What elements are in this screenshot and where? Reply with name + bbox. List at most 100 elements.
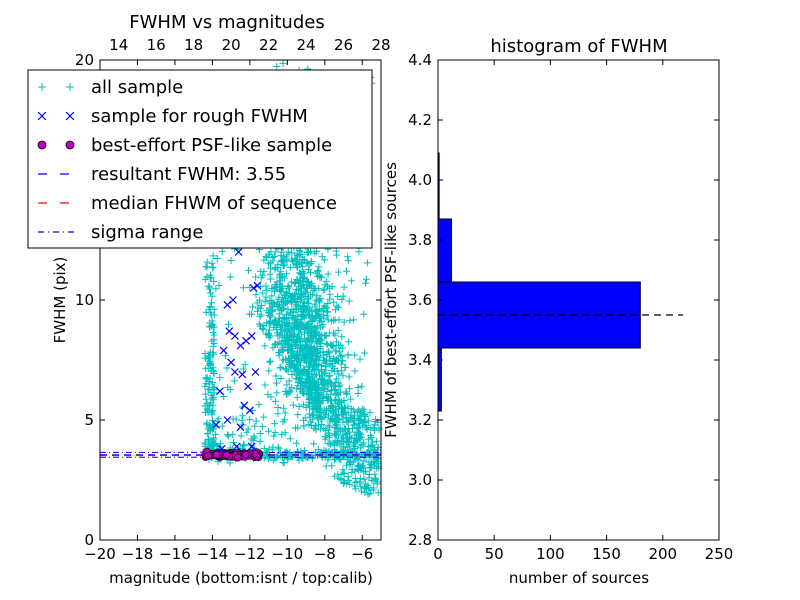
all-sample-point bbox=[201, 390, 209, 398]
rough-sample-point bbox=[247, 442, 256, 451]
all-sample-point bbox=[321, 358, 329, 366]
all-sample-point bbox=[322, 303, 330, 311]
all-sample-point bbox=[259, 325, 267, 333]
all-sample-point bbox=[278, 332, 286, 340]
histogram-y-tick-label: 3.4 bbox=[408, 351, 432, 369]
all-sample-point bbox=[300, 401, 308, 409]
all-sample-point bbox=[328, 387, 336, 395]
all-sample-point bbox=[331, 397, 339, 405]
histogram-x-tick-label: 250 bbox=[705, 545, 734, 563]
all-sample-point bbox=[258, 325, 266, 333]
all-sample-point bbox=[332, 338, 340, 346]
all-sample-point bbox=[280, 459, 288, 467]
all-sample-point bbox=[291, 295, 299, 303]
all-sample-point bbox=[318, 421, 326, 429]
all-sample-point bbox=[334, 268, 342, 276]
all-sample-point bbox=[328, 357, 336, 365]
all-sample-point bbox=[302, 276, 310, 284]
all-sample-point bbox=[326, 290, 334, 298]
scatter-x-tick-label: −18 bbox=[122, 545, 154, 563]
all-sample-point bbox=[285, 386, 293, 394]
all-sample-point bbox=[340, 477, 348, 485]
all-sample-point bbox=[266, 332, 274, 340]
all-sample-point bbox=[204, 435, 212, 443]
scatter-top-x-tick-label: 24 bbox=[297, 36, 316, 54]
all-sample-point bbox=[268, 308, 276, 316]
rough-sample-point bbox=[234, 248, 243, 256]
all-sample-point bbox=[208, 292, 216, 300]
all-sample-point bbox=[316, 408, 324, 416]
all-sample-point bbox=[246, 284, 254, 292]
all-sample-point bbox=[269, 254, 277, 262]
all-sample-point bbox=[310, 440, 318, 448]
all-sample-point bbox=[257, 311, 265, 319]
all-sample-point bbox=[320, 406, 328, 414]
all-sample-point bbox=[331, 441, 339, 449]
all-sample-point bbox=[265, 250, 273, 258]
all-sample-point bbox=[324, 422, 332, 430]
all-sample-point bbox=[333, 375, 341, 383]
all-sample-point bbox=[334, 411, 342, 419]
scatter-x-axis-label: magnitude (bottom:isnt / top:calib) bbox=[109, 569, 373, 587]
all-sample-point bbox=[224, 383, 232, 391]
all-sample-point bbox=[223, 431, 231, 439]
all-sample-point bbox=[206, 361, 214, 369]
all-sample-point bbox=[300, 298, 308, 306]
all-sample-point bbox=[293, 369, 301, 377]
all-sample-point bbox=[360, 475, 368, 483]
rough-sample-point bbox=[249, 284, 258, 292]
legend-key-psf-sample bbox=[37, 140, 47, 150]
all-sample-point bbox=[297, 282, 305, 290]
all-sample-point bbox=[279, 272, 287, 280]
legend-label-rough-sample: sample for rough FWHM bbox=[91, 106, 308, 127]
all-sample-point bbox=[266, 317, 274, 325]
all-sample-point bbox=[300, 422, 308, 430]
all-sample-point bbox=[289, 401, 297, 409]
all-sample-point bbox=[332, 421, 340, 429]
all-sample-point bbox=[279, 356, 287, 364]
all-sample-point bbox=[339, 466, 347, 474]
scatter-top-x-tick-label: 26 bbox=[334, 36, 353, 54]
all-sample-point bbox=[208, 259, 216, 267]
all-sample-point bbox=[340, 283, 348, 291]
scatter-x-tick-label: −6 bbox=[351, 545, 373, 563]
all-sample-point bbox=[343, 389, 351, 397]
all-sample-point bbox=[290, 315, 298, 323]
rough-sample-point bbox=[227, 358, 236, 367]
all-sample-point bbox=[272, 397, 280, 405]
all-sample-point bbox=[353, 478, 361, 486]
all-sample-point bbox=[364, 490, 372, 498]
all-sample-point bbox=[203, 420, 211, 428]
all-sample-point bbox=[356, 474, 364, 482]
all-sample-point bbox=[322, 277, 330, 285]
all-sample-point bbox=[226, 459, 234, 467]
all-sample-point bbox=[358, 487, 366, 495]
all-sample-point bbox=[260, 413, 268, 421]
all-sample-point bbox=[279, 304, 287, 312]
all-sample-point bbox=[363, 425, 371, 433]
all-sample-point bbox=[311, 376, 319, 384]
all-sample-point bbox=[305, 363, 313, 371]
all-sample-point bbox=[311, 421, 319, 429]
all-sample-point bbox=[322, 462, 330, 470]
all-sample-point bbox=[284, 323, 292, 331]
scatter-top-x-tick-label: 20 bbox=[222, 36, 241, 54]
all-sample-point bbox=[347, 277, 355, 285]
all-sample-point bbox=[289, 258, 297, 266]
all-sample-point bbox=[209, 264, 217, 272]
all-sample-point bbox=[365, 435, 373, 443]
histogram-x-tick-label: 150 bbox=[592, 545, 621, 563]
all-sample-point bbox=[268, 284, 276, 292]
legend-key-psf-sample bbox=[65, 140, 75, 150]
all-sample-point bbox=[202, 380, 210, 388]
all-sample-point bbox=[306, 384, 314, 392]
all-sample-point bbox=[272, 372, 280, 380]
all-sample-point bbox=[313, 292, 321, 300]
all-sample-point bbox=[346, 443, 354, 451]
all-sample-point bbox=[239, 365, 247, 373]
all-sample-point bbox=[339, 418, 347, 426]
all-sample-point bbox=[213, 255, 221, 263]
all-sample-point bbox=[332, 347, 340, 355]
legend-label-resultant-fwhm: resultant FWHM: 3.55 bbox=[91, 164, 286, 185]
all-sample-point bbox=[212, 430, 220, 438]
